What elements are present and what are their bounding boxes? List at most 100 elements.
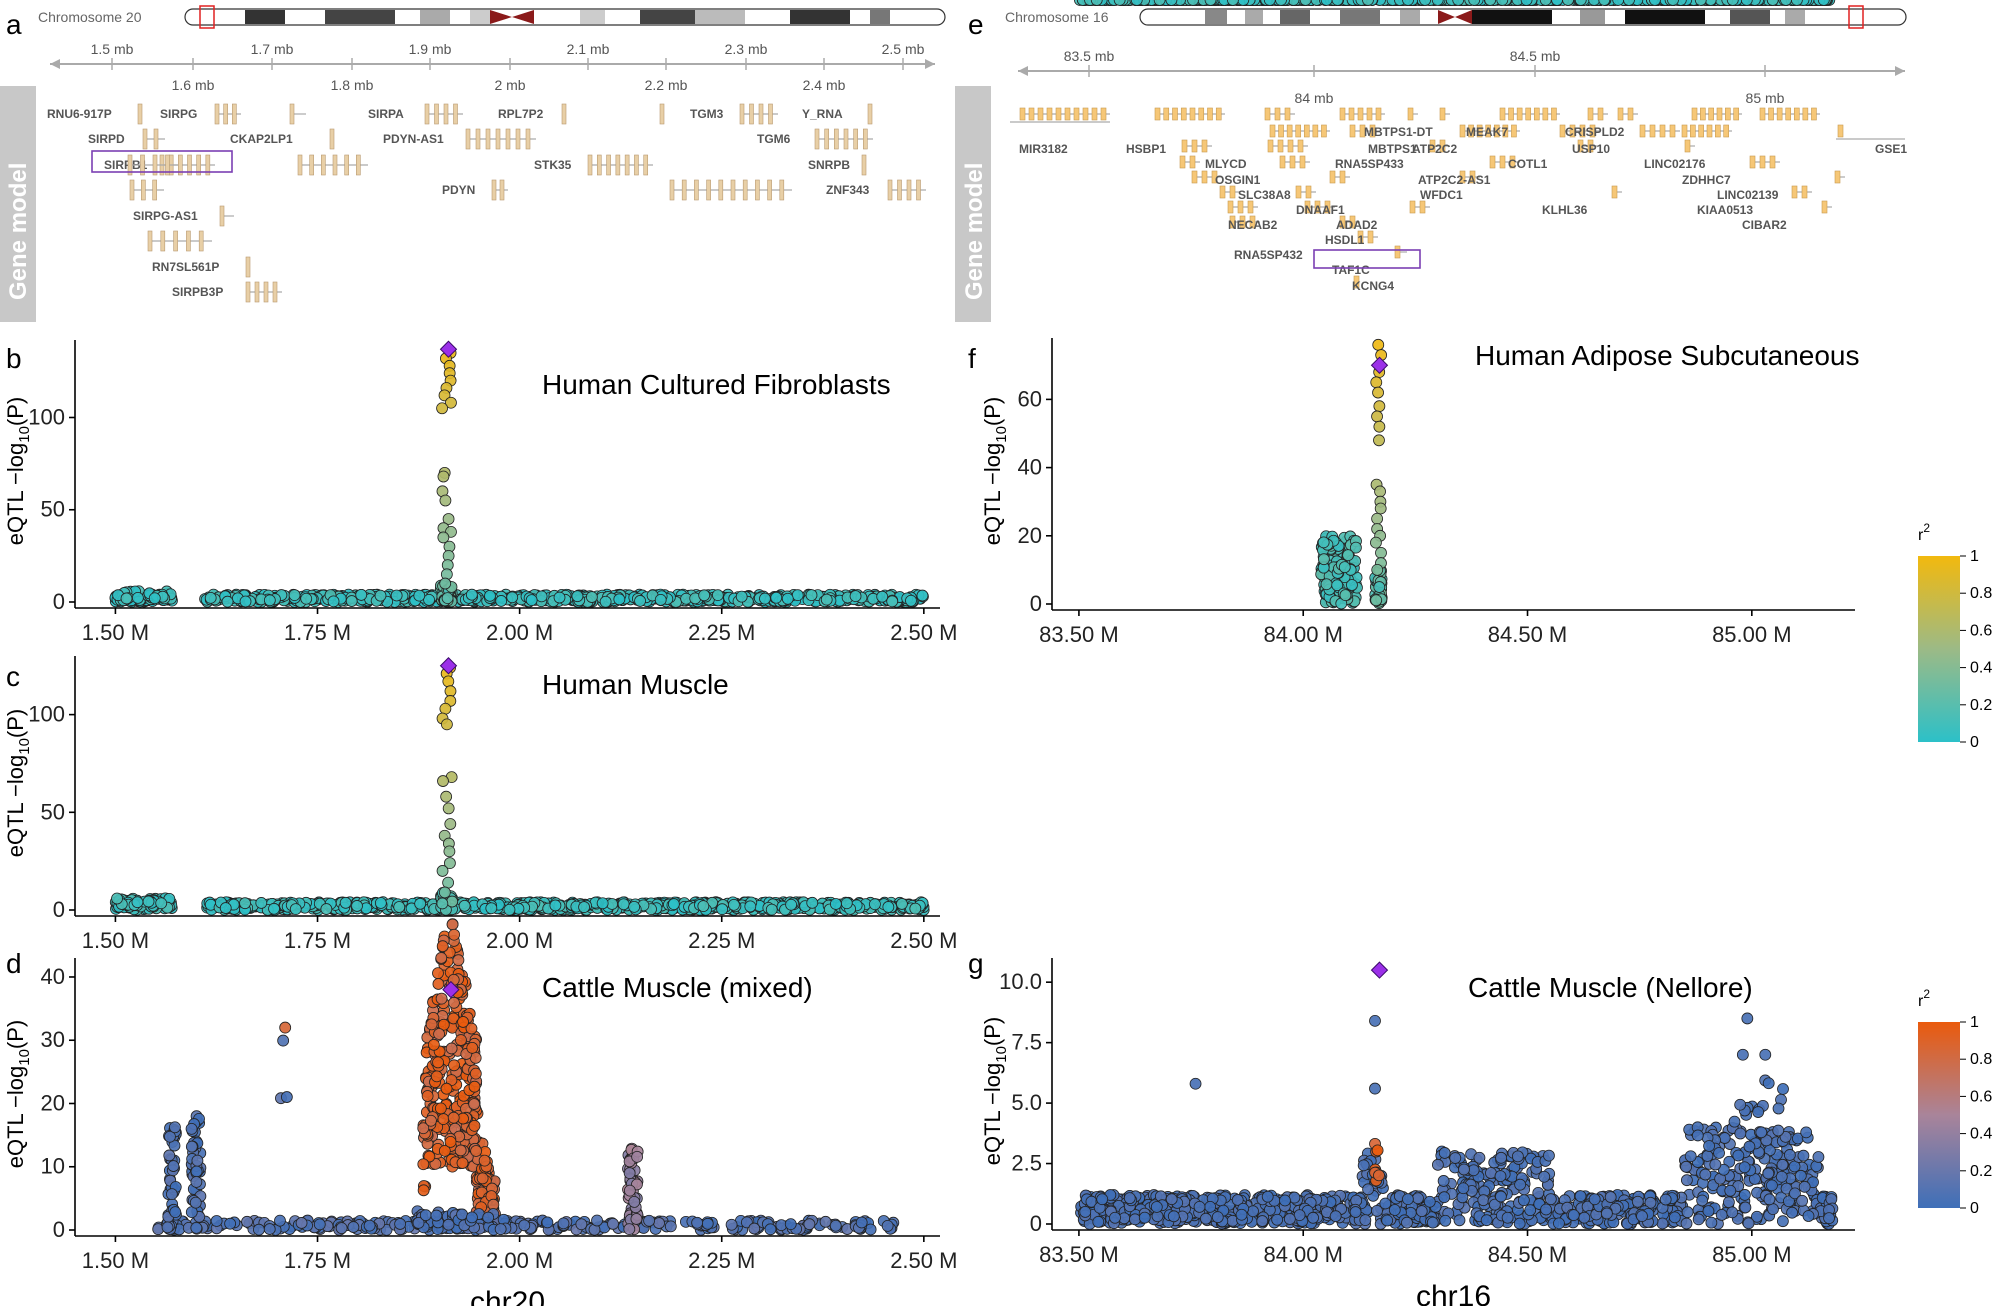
scatter-points [1075,1012,1839,1230]
exon [1211,170,1218,184]
exon [1690,124,1696,138]
exon [1286,124,1293,138]
data-point [185,1140,198,1153]
data-point [466,1041,479,1054]
data-point [748,1222,761,1235]
exon [1353,275,1360,289]
y-axis-label: eQTL −log10(P) [980,1017,1010,1166]
data-point [855,1216,868,1229]
data-point [759,592,771,605]
data-point [263,594,276,607]
gene-label: MBTPS1 [1368,142,1417,156]
chromosome-label-left: Chromosome 20 [38,9,142,25]
x-tick-label: 2.25 M [688,1248,755,1273]
exon [1811,107,1817,121]
exon [1407,107,1414,121]
data-point [253,1223,265,1236]
data-point [596,897,609,910]
ruler-label: 1.6 mb [172,77,215,93]
exon [140,154,145,176]
exon [1706,124,1713,138]
exon [694,179,699,201]
exon [1278,124,1284,138]
exon [1229,215,1236,229]
data-point [1373,434,1385,447]
exon [1691,107,1698,121]
exon [742,179,748,201]
exon [152,179,157,201]
exon [1100,107,1107,121]
data-point [1373,400,1386,413]
scatter-points [109,661,930,916]
data-point [791,589,804,601]
exon [1287,139,1294,153]
exon [1279,155,1286,169]
exon [1019,107,1026,121]
exon [1369,124,1376,138]
data-point [279,1021,292,1034]
data-point [393,901,406,913]
data-point [456,1157,469,1169]
data-point [440,790,453,803]
exon [1579,124,1586,138]
data-point [735,590,748,603]
exon [1375,107,1382,121]
exon [309,154,314,176]
x-axis-label: chr16 [1416,1280,1491,1306]
gene-label: TGM3 [690,107,724,121]
exon [1684,139,1691,153]
exon [1179,155,1186,169]
y-axis-label: eQTL −log10(P) [980,397,1010,546]
data-point [613,593,626,606]
data-point [313,1218,326,1231]
exon [332,154,338,176]
gene-label: CRISPLD2 [1565,125,1625,139]
exon [187,154,192,176]
exon [1180,107,1187,121]
data-point [869,898,881,911]
y-tick-label: 5.0 [1011,1090,1042,1115]
exon [1305,185,1312,199]
data-point [191,1154,204,1167]
gene-label: DNAAF1 [1296,203,1345,217]
exon [1366,107,1373,121]
data-point [339,896,352,909]
exon [1201,170,1208,184]
gene-label: WFDC1 [1420,188,1463,202]
ruler-label: 83.5 mb [1064,48,1115,64]
exon [1339,170,1346,184]
data-point [417,1158,430,1171]
data-point [698,589,711,602]
x-tick-label: 2.00 M [486,1248,553,1273]
exon [1785,107,1792,121]
data-point [495,595,508,607]
exon [1348,107,1355,121]
highlight-box-sirpb1 [91,150,233,173]
exon [1502,124,1509,138]
data-point [185,1122,198,1135]
data-point [148,592,161,605]
data-point [132,591,144,604]
exon [1587,139,1594,153]
exon [1324,200,1331,214]
exon [1776,107,1783,121]
exon [1681,124,1688,138]
y-tick-label: 20 [41,1090,65,1115]
exon [1277,139,1284,153]
data-point [447,1111,460,1124]
data-point [442,802,455,815]
gene-label: Y_RNA [802,107,843,121]
data-point [549,899,562,912]
data-point [446,895,459,908]
exon [1201,139,1208,153]
data-point [525,594,538,607]
gene-model-strip [0,86,36,322]
y-tick-label: 20 [1018,523,1042,548]
exon [1073,107,1080,121]
data-point [448,928,460,941]
panel-title: Cattle Muscle (Nellore) [1468,972,1753,1003]
x-tick-label: 1.75 M [284,928,351,953]
data-point [427,1038,440,1051]
x-tick-label: 2.25 M [688,928,755,953]
